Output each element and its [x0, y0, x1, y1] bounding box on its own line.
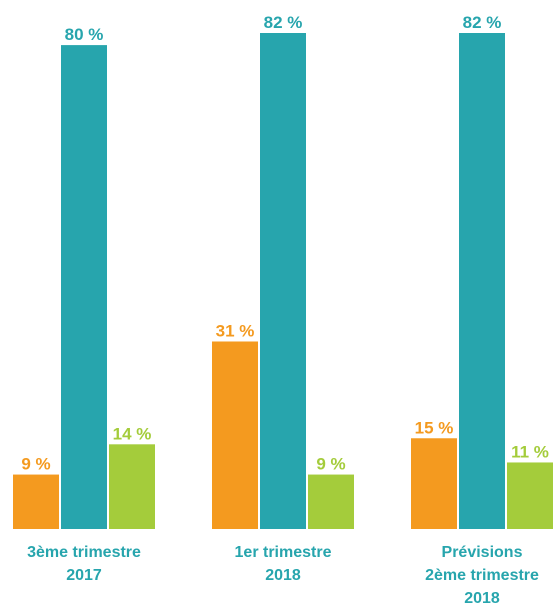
category-label: 2018	[265, 567, 301, 584]
value-label: 9 %	[21, 455, 50, 474]
category-label: Prévisions	[442, 544, 523, 561]
category-label: 3ème trimestre	[27, 544, 141, 561]
value-label: 9 %	[316, 455, 345, 474]
bar	[507, 462, 553, 529]
bar	[61, 45, 107, 529]
category-label: 2018	[464, 590, 500, 607]
value-label: 82 %	[264, 13, 303, 32]
bar	[308, 474, 354, 529]
value-label: 14 %	[113, 424, 152, 443]
value-label: 15 %	[415, 418, 454, 437]
category-label: 2ème trimestre	[425, 567, 539, 584]
value-label: 80 %	[65, 25, 104, 44]
value-label: 82 %	[463, 13, 502, 32]
category-label: 2017	[66, 567, 102, 584]
bar	[212, 341, 258, 529]
bar	[13, 474, 59, 529]
bar	[411, 438, 457, 529]
bar	[459, 33, 505, 529]
value-label: 11 %	[511, 442, 549, 461]
bar	[260, 33, 306, 529]
bar	[109, 444, 155, 529]
value-label: 31 %	[216, 321, 255, 340]
category-label: 1er trimestre	[235, 544, 332, 561]
